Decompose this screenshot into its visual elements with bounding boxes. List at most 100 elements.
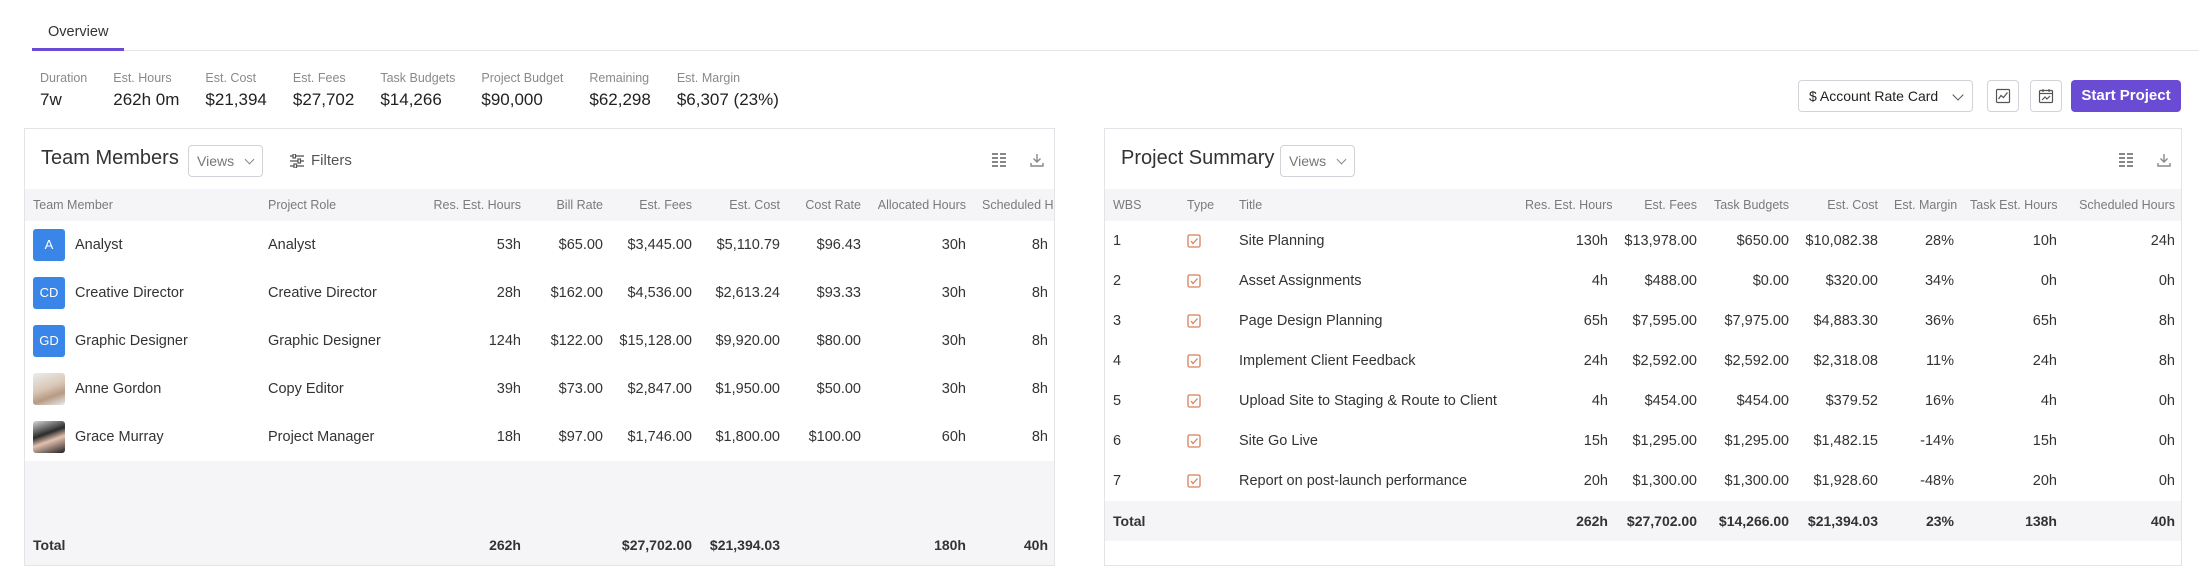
est-fees: $13,978.00 xyxy=(1624,233,1697,249)
task-checkbox-icon xyxy=(1187,234,1201,248)
scheduled-hours: 0h xyxy=(2158,393,2175,409)
schedule-button[interactable] xyxy=(2030,80,2062,112)
table-row[interactable]: 7 Report on post-launch performance 20h … xyxy=(1105,461,2181,501)
res-est-hours: 4h xyxy=(1591,393,1608,409)
task-title[interactable]: Site Go Live xyxy=(1239,433,1318,449)
chevron-down-icon xyxy=(244,154,255,165)
rate-card-select[interactable]: $ Account Rate Card xyxy=(1798,80,1973,112)
columns-icon[interactable] xyxy=(2119,153,2133,167)
task-title[interactable]: Upload Site to Staging & Route to Client xyxy=(1239,393,1497,409)
est-cost: $1,800.00 xyxy=(715,429,780,445)
rate-card-value: $ Account Rate Card xyxy=(1809,88,1939,104)
res-est-hours: 39h xyxy=(496,381,521,397)
total-allocated: 180h xyxy=(934,537,966,553)
task-title[interactable]: Report on post-launch performance xyxy=(1239,473,1468,489)
bill-rate: $73.00 xyxy=(558,381,603,397)
member-name: Grace Murray xyxy=(75,429,164,445)
table-row[interactable]: 3 Page Design Planning 65h $7,595.00 $7,… xyxy=(1105,301,2181,341)
stat-value: $6,307 (23%) xyxy=(676,90,779,109)
task-title[interactable]: Asset Assignments xyxy=(1239,273,1362,289)
table-row[interactable]: 2 Asset Assignments 4h $488.00 $0.00 $32… xyxy=(1105,261,2181,301)
total-scheduled: 40h xyxy=(2150,513,2175,529)
scheduled-hours: 8h xyxy=(1031,381,1048,397)
views-label: Views xyxy=(1289,153,1327,169)
est-margin: 16% xyxy=(1924,393,1954,409)
cost-rate: $93.33 xyxy=(816,285,861,301)
est-margin: -14% xyxy=(1920,433,1954,449)
project-stats: Duration 7w Est. Hours 262h 0m Est. Cost $2… xyxy=(40,70,805,112)
column-header[interactable]: Bill Rate xyxy=(556,198,603,212)
task-est-hours: 0h xyxy=(2040,273,2057,289)
table-row[interactable]: 5 Upload Site to Staging & Route to Clie… xyxy=(1105,381,2181,421)
download-icon[interactable] xyxy=(2157,153,2171,167)
task-checkbox-icon xyxy=(1187,474,1201,488)
project-role: Copy Editor xyxy=(268,381,344,397)
column-header[interactable]: Est. Cost xyxy=(729,198,780,212)
column-header[interactable]: Title xyxy=(1239,198,1263,212)
table-row[interactable]: GD Graphic Designer Graphic Designer 124h… xyxy=(25,317,1054,365)
task-budgets: $650.00 xyxy=(1736,233,1789,249)
bill-rate: $122.00 xyxy=(550,333,603,349)
stat-label: Project Budget xyxy=(481,71,564,85)
stat-est-margin: Est. Margin $6,307 (23%) xyxy=(677,70,779,112)
est-fees: $1,295.00 xyxy=(1632,433,1697,449)
column-header[interactable]: Cost Rate xyxy=(805,198,861,212)
team-members-table: Team Member Project Role Res. Est. Hours… xyxy=(25,189,1054,565)
column-header[interactable]: Allocated Hours xyxy=(877,198,966,212)
task-title[interactable]: Implement Client Feedback xyxy=(1239,353,1416,369)
column-header[interactable]: Scheduled Hours xyxy=(2079,198,2175,212)
column-header[interactable]: Res. Est. Hours xyxy=(1525,198,1613,212)
start-project-button[interactable]: Start Project xyxy=(2071,80,2181,112)
column-header[interactable]: Task Est. Hours xyxy=(1970,198,2058,212)
column-header[interactable]: Scheduled Hours xyxy=(982,198,1054,212)
total-row: Total 262h $27,702.00 $14,266.00 $21,394… xyxy=(1105,501,2181,541)
filters-button[interactable]: Filters xyxy=(289,145,352,177)
task-est-hours: 65h xyxy=(2032,313,2057,329)
views-dropdown[interactable]: Views xyxy=(1280,145,1356,177)
total-fees: $27,702.00 xyxy=(621,537,692,553)
est-cost: $10,082.38 xyxy=(1805,233,1878,249)
column-header[interactable]: Task Budgets xyxy=(1713,198,1789,212)
res-est-hours: 20h xyxy=(1583,473,1608,489)
tab-overview[interactable]: Overview xyxy=(32,18,125,51)
column-header[interactable]: Est. Cost xyxy=(1827,198,1878,212)
est-fees: $2,847.00 xyxy=(627,381,692,397)
column-header[interactable]: Est. Fees xyxy=(1644,198,1697,212)
wbs: 4 xyxy=(1113,353,1122,369)
table-row[interactable]: 6 Site Go Live 15h $1,295.00 $1,295.00 $… xyxy=(1105,421,2181,461)
total-task-hours: 138h xyxy=(2025,513,2057,529)
columns-icon[interactable] xyxy=(992,153,1006,167)
filters-icon xyxy=(290,154,304,168)
table-row[interactable]: A Analyst Analyst 53h $65.00 $3,445.00 $5… xyxy=(25,221,1054,269)
avatar-photo xyxy=(33,373,65,405)
total-budgets: $14,266.00 xyxy=(1718,513,1789,529)
task-title[interactable]: Site Planning xyxy=(1239,233,1325,249)
chart-button[interactable] xyxy=(1987,80,2019,112)
column-header[interactable]: Est. Fees xyxy=(639,198,692,212)
column-header[interactable]: Res. Est. Hours xyxy=(433,198,521,212)
table-row[interactable]: 1 Site Planning 130h $13,978.00 $650.00 … xyxy=(1105,221,2181,261)
scheduled-hours: 0h xyxy=(2158,273,2175,289)
est-cost: $4,883.30 xyxy=(1813,313,1878,329)
stat-task-budgets: Task Budgets $14,266 xyxy=(380,70,455,112)
task-budgets: $2,592.00 xyxy=(1724,353,1789,369)
download-icon[interactable] xyxy=(1030,153,1044,167)
scheduled-hours: 8h xyxy=(1031,333,1048,349)
column-header[interactable]: Est. Margin xyxy=(1894,198,1958,212)
wbs: 3 xyxy=(1113,313,1122,329)
table-row[interactable]: Grace Murray Project Manager 18h $97.00 … xyxy=(25,413,1054,461)
column-header[interactable]: Team Member xyxy=(33,198,113,212)
column-header[interactable]: WBS xyxy=(1113,198,1142,212)
column-header[interactable]: Project Role xyxy=(268,198,337,212)
res-est-hours: 4h xyxy=(1591,273,1608,289)
table-row[interactable]: 4 Implement Client Feedback 24h $2,592.0… xyxy=(1105,341,2181,381)
est-cost: $1,482.15 xyxy=(1813,433,1878,449)
task-title[interactable]: Page Design Planning xyxy=(1239,313,1383,329)
views-dropdown[interactable]: Views xyxy=(188,145,264,177)
table-row[interactable]: Anne Gordon Copy Editor 39h $73.00 $2,84… xyxy=(25,365,1054,413)
table-row[interactable]: CD Creative Director Creative Director 28… xyxy=(25,269,1054,317)
column-header[interactable]: Type xyxy=(1187,198,1215,212)
stat-value: $62,298 xyxy=(589,90,651,109)
wbs: 7 xyxy=(1113,473,1122,489)
wbs: 2 xyxy=(1113,273,1122,289)
